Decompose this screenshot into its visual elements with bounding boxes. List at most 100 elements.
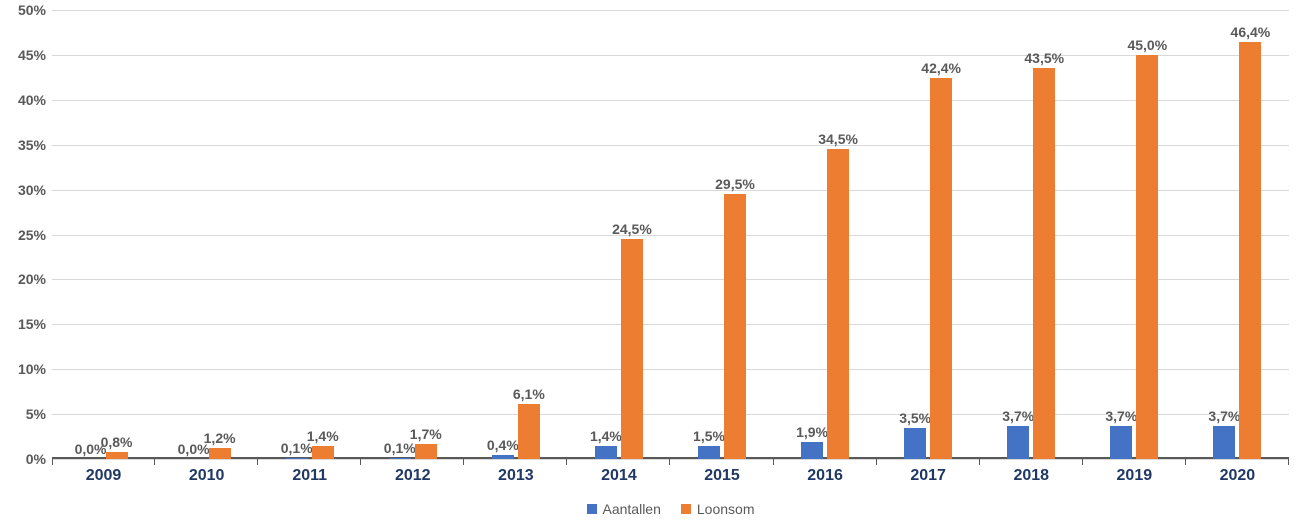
bar: 6,1% [518,404,540,459]
y-tick-label: 15% [18,316,52,332]
bar: 45,0% [1136,55,1158,459]
legend-item: Loonsom [681,501,755,517]
tick-mark [566,459,567,465]
legend: Aantallen Loonsom [52,501,1289,517]
y-tick-label: 30% [18,182,52,198]
tick-mark [257,459,258,465]
bar-group: 0,0%1,2% [155,10,258,459]
tick-mark [979,459,980,465]
value-label: 1,9% [796,424,828,442]
x-tick-label: 2009 [52,467,155,485]
bar: 1,5% [698,446,720,459]
x-tick-label: 2012 [361,467,464,485]
value-label: 46,4% [1231,24,1271,42]
bar-pair: 3,7%46,4% [1213,10,1261,459]
value-label: 3,5% [899,410,931,428]
tick-mark [360,459,361,465]
bar: 24,5% [621,239,643,459]
value-label: 1,4% [590,428,622,446]
bar-group: 0,1% 1,7% [361,10,464,459]
bar: 1,4% [312,446,334,459]
y-tick-label: 25% [18,227,52,243]
x-tick-label: 2017 [877,467,980,485]
value-label: 29,5% [715,176,755,194]
y-tick-label: 0% [26,451,52,467]
legend-swatch [587,504,597,514]
bar: 3,7% [1110,426,1132,459]
bar: 0,4% [492,455,514,459]
legend-swatch [681,504,691,514]
value-label: 1,5% [693,428,725,446]
bar-group: 1,4%24,5% [567,10,670,459]
tick-mark [876,459,877,465]
value-label: 24,5% [612,221,652,239]
tick-mark [1288,459,1289,465]
value-label: 43,5% [1024,50,1064,68]
bar: 0,8% [106,452,128,459]
tick-mark [154,459,155,465]
bar-pair: 1,4% 24,5% [595,10,643,459]
bar-pair: 3,7%45,0% [1110,10,1158,459]
plot-area: 0,0%0,8% 0,0%1,2% 0,1% 1,4% 0,1% 1,7% 0,4% 6,1%… [52,10,1289,459]
bar: 1,4% [595,446,617,459]
bar-group: 0,0%0,8% [52,10,155,459]
bar: 1,2% [209,448,231,459]
x-tick-label: 2015 [670,467,773,485]
tick-mark [1185,459,1186,465]
bar-pair: 0,0%1,2% [183,10,231,459]
bar-group: 1,9%34,5% [774,10,877,459]
x-axis-labels: 2009201020112012201320142015201620172018… [52,467,1289,485]
value-label: 42,4% [921,60,961,78]
bar-group: 3,7% 43,5% [980,10,1083,459]
bar-pair: 1,5% 29,5% [698,10,746,459]
bar: 46,4% [1239,42,1261,459]
bar: 0,1% [286,458,308,459]
value-label: 0,8% [101,434,133,452]
x-tick-label: 2019 [1083,467,1186,485]
tick-mark [1082,459,1083,465]
value-label: 1,2% [204,430,236,448]
bar-pair: 1,9%34,5% [801,10,849,459]
y-tick-label: 10% [18,361,52,377]
bar-group: 3,7%46,4% [1186,10,1289,459]
bar-pair: 0,0%0,8% [80,10,128,459]
bar-pair: 0,4% 6,1% [492,10,540,459]
bar: 1,9% [801,442,823,459]
bar-group: 1,5%29,5% [670,10,773,459]
tick-mark [669,459,670,465]
y-tick-label: 50% [18,2,52,18]
x-tick-label: 2020 [1186,467,1289,485]
legend-item: Aantallen [587,501,661,517]
legend-label: Loonsom [697,501,755,517]
x-tick-label: 2010 [155,467,258,485]
value-label: 6,1% [513,386,545,404]
bar: 3,7% [1007,426,1029,459]
value-label: 34,5% [818,131,858,149]
bar: 1,7% [415,444,437,459]
y-tick-label: 45% [18,47,52,63]
y-tick-label: 40% [18,92,52,108]
y-tick-label: 35% [18,137,52,153]
bar: 29,5% [724,194,746,459]
bar: 42,4% [930,78,952,459]
y-tick-label: 20% [18,271,52,287]
bar: 0,1% [389,458,411,459]
gridline [52,459,1289,460]
bar-group: 3,7%45,0% [1083,10,1186,459]
bar-groups: 0,0%0,8% 0,0%1,2% 0,1% 1,4% 0,1% 1,7% 0,4% 6,1%… [52,10,1289,459]
x-tick-label: 2013 [464,467,567,485]
x-tick-label: 2011 [258,467,361,485]
chart: 0%5%10%15%20%25%30%35%40%45%50%0,0%0,8%0… [0,0,1299,521]
bar: 34,5% [827,149,849,459]
value-label: 3,7% [1208,408,1240,426]
bar-pair: 3,5%42,4% [904,10,952,459]
value-label: 45,0% [1127,37,1167,55]
tick-mark [52,459,53,465]
bar: 3,7% [1213,426,1235,459]
bar-group: 3,5%42,4% [877,10,980,459]
tick-mark [773,459,774,465]
bar-group: 0,1% 1,4% [258,10,361,459]
legend-label: Aantallen [603,501,661,517]
x-tick-label: 2016 [774,467,877,485]
y-axis: 0%5%10%15%20%25%30%35%40%45%50% [0,10,52,459]
